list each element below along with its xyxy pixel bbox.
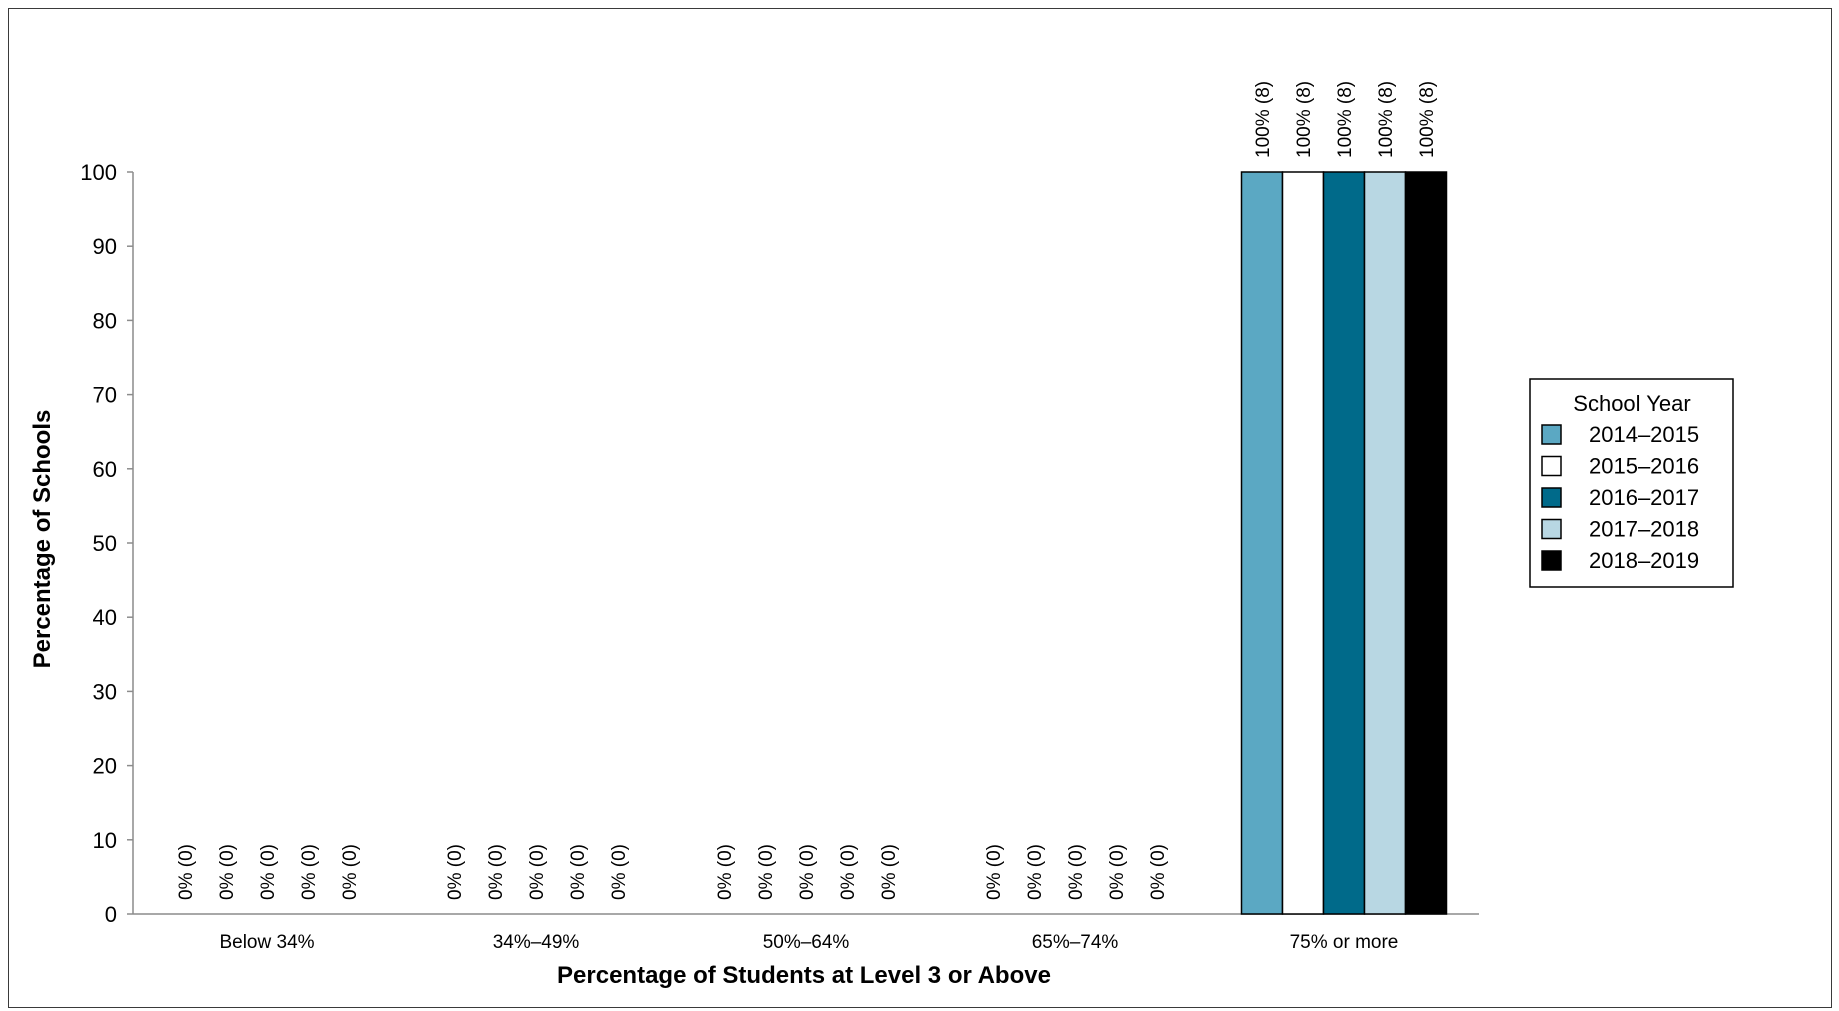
y-tick-label: 90 xyxy=(93,234,117,259)
bar xyxy=(1404,171,1448,915)
data-label: 0% (0) xyxy=(879,844,900,900)
legend-label: 2014–2015 xyxy=(1589,422,1699,447)
data-label: 0% (0) xyxy=(568,844,589,900)
data-label: 100% (8) xyxy=(1376,81,1397,158)
data-label: 0% (0) xyxy=(527,844,548,900)
data-label: 0% (0) xyxy=(299,844,320,900)
legend-swatch xyxy=(1541,424,1562,445)
x-tick-label: 65%–74% xyxy=(1032,932,1119,953)
data-label: 0% (0) xyxy=(1148,844,1169,900)
x-tick-label: 50%–64% xyxy=(763,932,850,953)
data-label: 0% (0) xyxy=(1025,844,1046,900)
y-tick-label: 10 xyxy=(93,828,117,853)
data-label: 0% (0) xyxy=(217,844,238,900)
legend-swatch xyxy=(1541,487,1562,508)
data-label: 0% (0) xyxy=(486,844,507,900)
x-axis-title: Percentage of Students at Level 3 or Abo… xyxy=(557,962,1051,989)
y-tick-label: 20 xyxy=(93,754,117,779)
data-label: 0% (0) xyxy=(715,844,736,900)
data-label: 0% (0) xyxy=(340,844,361,900)
data-label: 0% (0) xyxy=(984,844,1005,900)
x-tick-label: Below 34% xyxy=(219,932,314,953)
legend-title: School Year xyxy=(1573,391,1690,416)
data-label: 0% (0) xyxy=(609,844,630,900)
legend-label: 2017–2018 xyxy=(1589,517,1699,542)
chart-frame xyxy=(8,8,1832,1008)
bar xyxy=(1322,171,1366,915)
data-label: 0% (0) xyxy=(1066,844,1087,900)
legend-items: 2014–2015 2015–2016 2016–2017 2017–2018 2018… xyxy=(1541,422,1699,573)
legend-label: 2016–2017 xyxy=(1589,485,1699,510)
y-tick-label: 50 xyxy=(93,531,117,556)
y-axis-title: Percentage of Schools xyxy=(29,410,56,669)
data-label: 100% (8) xyxy=(1335,81,1356,158)
data-label: 100% (8) xyxy=(1417,81,1438,158)
data-label: 0% (0) xyxy=(176,844,197,900)
data-label: 0% (0) xyxy=(445,844,466,900)
y-tick-label: 60 xyxy=(93,457,117,482)
data-label: 0% (0) xyxy=(1107,844,1128,900)
legend-swatch xyxy=(1541,550,1562,571)
y-tick-label: 0 xyxy=(105,902,117,927)
legend-box xyxy=(1529,378,1734,588)
legend-label: 2018–2019 xyxy=(1589,548,1699,573)
x-tick-label: 34%–49% xyxy=(493,932,580,953)
y-tick-label: 100 xyxy=(80,160,117,185)
data-label: 0% (0) xyxy=(838,844,859,900)
legend: School Year 2014–20152015–20162016–20172… xyxy=(1529,378,1734,588)
data-label: 100% (8) xyxy=(1253,81,1274,158)
data-label: 0% (0) xyxy=(756,844,777,900)
x-tick-label: 75% or more xyxy=(1290,932,1399,953)
legend-label: 2015–2016 xyxy=(1589,454,1699,479)
data-label: 0% (0) xyxy=(797,844,818,900)
legend-swatch xyxy=(1541,518,1562,540)
y-tick-label: 80 xyxy=(93,308,117,333)
legend-swatch xyxy=(1541,455,1562,477)
bar xyxy=(1240,171,1284,915)
data-label: 0% (0) xyxy=(258,844,279,900)
y-tick-label: 70 xyxy=(93,383,117,408)
y-tick-label: 40 xyxy=(93,605,117,630)
y-tick-label: 30 xyxy=(93,679,117,704)
bar xyxy=(1363,171,1407,915)
data-label: 100% (8) xyxy=(1294,81,1315,158)
bar xyxy=(1281,171,1325,915)
plot-area: 0 10 20 30 40 50 60 70 80 90 100 Below 34% 34%–49% 50… xyxy=(80,81,1479,953)
